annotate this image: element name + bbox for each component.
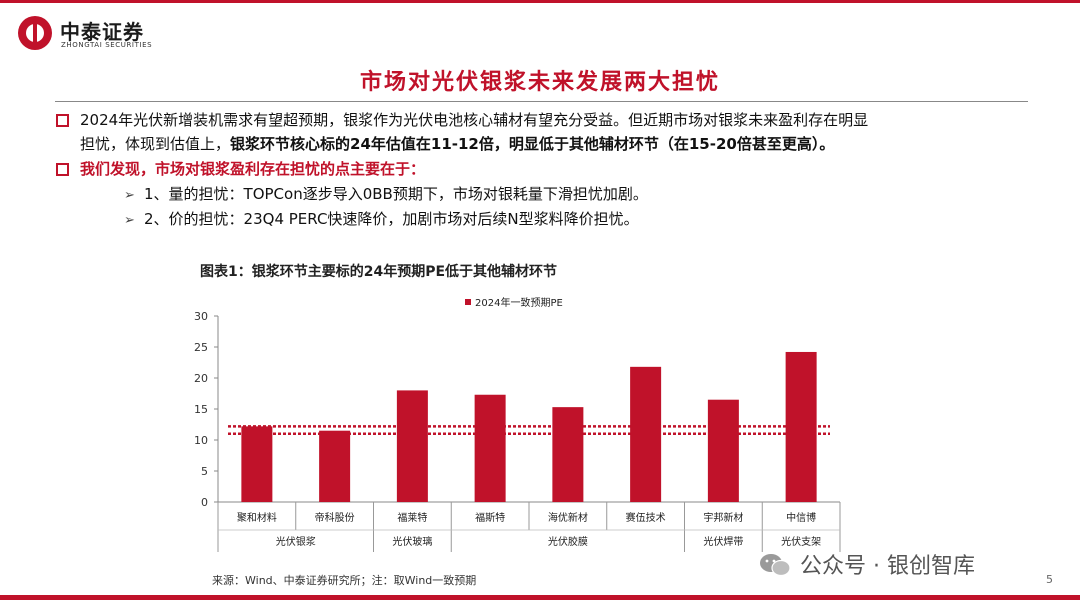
legend-swatch — [465, 299, 471, 305]
bullet-1-line1: 2024年光伏新增装机需求有望超预期，银浆作为光伏电池核心辅材有望充分受益。但近… — [80, 111, 869, 129]
bar-3 — [474, 394, 506, 502]
page-number: 5 — [1046, 573, 1053, 586]
category-label: 中信博 — [786, 511, 816, 524]
bar-0 — [241, 426, 273, 502]
y-tick-label: 25 — [194, 341, 208, 354]
category-label: 福斯特 — [475, 511, 505, 524]
bullet-square-icon — [56, 163, 69, 176]
bullet-square-icon — [56, 114, 69, 127]
brand-name: 中泰证券 — [60, 20, 144, 44]
bullet-1-highlight: 银浆环节核心标的24年估值在11-12倍，明显低于其他辅材环节（在15-20倍甚… — [230, 135, 835, 153]
figure-title: 图表1：银浆环节主要标的24年预期PE低于其他辅材环节 — [200, 264, 558, 280]
y-tick-label: 20 — [194, 372, 208, 385]
group-label: 光伏支架 — [781, 535, 821, 548]
bar-6 — [707, 399, 739, 502]
arrow-bullet-icon: ➢ — [124, 213, 135, 228]
group-label: 光伏银浆 — [276, 535, 316, 548]
title-divider — [55, 101, 1028, 102]
sub-bullet-2-text: 2、价的担忧：23Q4 PERC快速降价，加剧市场对后续N型浆料降价担忧。 — [144, 210, 639, 228]
y-tick-label: 0 — [201, 496, 208, 509]
sub-bullet-2: ➢ 2、价的担忧：23Q4 PERC快速降价，加剧市场对后续N型浆料降价担忧。 — [124, 208, 639, 229]
category-label: 帝科股份 — [315, 511, 355, 524]
y-tick-label: 5 — [201, 465, 208, 478]
slide-title: 市场对光伏银浆未来发展两大担忧 — [359, 70, 720, 95]
wechat-icon — [760, 554, 791, 577]
sub-bullet-1: ➢ 1、量的担忧：TOPCon逐步导入0BB预期下，市场对银耗量下滑担忧加剧。 — [124, 183, 648, 204]
arrow-bullet-icon: ➢ — [124, 188, 135, 203]
category-label: 赛伍技术 — [626, 511, 666, 524]
bar-1 — [319, 430, 351, 502]
bullet-2-text: 我们发现，市场对银浆盈利存在担忧的点主要在于： — [80, 160, 426, 178]
category-label: 福莱特 — [397, 511, 427, 524]
category-label: 聚和材料 — [237, 511, 277, 524]
y-tick-label: 15 — [194, 403, 208, 416]
brand-logo: 中泰证券 ZHONGTAI SECURITIES — [18, 14, 218, 60]
y-tick-label: 30 — [194, 310, 208, 323]
watermark: 公众号 · 银创智库 — [800, 554, 975, 579]
bullet-1-line2: 担忧，体现到估值上， — [80, 135, 231, 153]
bar-2 — [396, 390, 428, 502]
source-note: 来源：Wind、中泰证券研究所；注：取Wind一致预期 — [212, 574, 477, 587]
category-label: 宇邦新材 — [703, 511, 743, 524]
bottom-accent-line — [0, 595, 1080, 600]
bar-4 — [552, 407, 584, 502]
brand-mark-icon — [18, 16, 52, 50]
top-accent-line — [0, 0, 1080, 3]
sub-bullet-1-text: 1、量的担忧：TOPCon逐步导入0BB预期下，市场对银耗量下滑担忧加剧。 — [144, 185, 648, 203]
group-label: 光伏玻璃 — [392, 535, 432, 548]
group-label: 光伏焊带 — [703, 535, 743, 548]
legend-label: 2024年一致预期PE — [475, 296, 563, 309]
brand-name-en: ZHONGTAI SECURITIES — [61, 41, 153, 49]
category-label: 海优新材 — [548, 511, 588, 524]
y-tick-label: 10 — [194, 434, 208, 447]
group-label: 光伏胶膜 — [548, 535, 588, 548]
